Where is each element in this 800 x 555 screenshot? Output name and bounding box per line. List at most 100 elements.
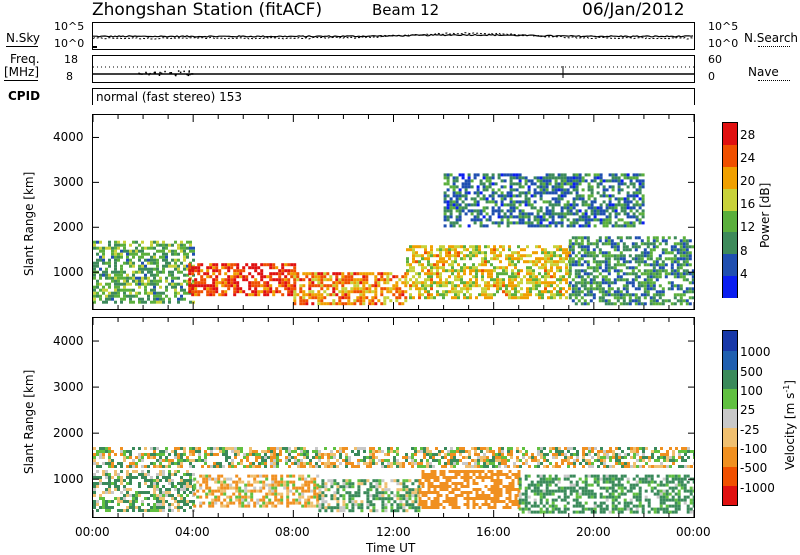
power-cell — [460, 257, 463, 260]
power-cell — [519, 209, 522, 212]
velocity-cell — [609, 465, 612, 468]
power-cell — [153, 277, 156, 280]
power-cell — [251, 284, 254, 287]
power-cell — [362, 281, 365, 284]
power-cell — [594, 179, 597, 182]
power-cell — [683, 293, 686, 296]
power-cell — [206, 284, 209, 287]
power-cell — [474, 191, 477, 194]
velocity-cell — [360, 506, 363, 509]
power-cell — [230, 275, 233, 278]
velocity-cell — [294, 456, 297, 459]
power-cell — [492, 197, 495, 200]
velocity-cell — [220, 502, 223, 505]
velocity-cell — [434, 491, 437, 494]
power-cell — [404, 284, 407, 287]
velocity-cell — [180, 465, 183, 468]
power-cell — [93, 247, 96, 250]
velocity-cell — [123, 497, 126, 500]
power-cell — [614, 266, 617, 269]
power-cell — [537, 218, 540, 221]
velocity-cell — [381, 479, 384, 482]
velocity-cell — [402, 494, 405, 497]
power-cell — [644, 269, 647, 272]
velocity-cell — [198, 447, 201, 450]
power-cell — [516, 194, 519, 197]
power-cell — [453, 206, 456, 209]
velocity-cell — [180, 453, 183, 456]
velocity-cell — [217, 487, 220, 490]
velocity-cell — [268, 484, 271, 487]
power-cell — [650, 275, 653, 278]
velocity-cell — [99, 476, 102, 479]
power-cell — [597, 176, 600, 179]
power-cell — [430, 296, 433, 299]
velocity-cell — [177, 447, 180, 450]
velocity-cell — [99, 465, 102, 468]
power-cell — [671, 281, 674, 284]
power-cell — [683, 242, 686, 245]
velocity-cell — [156, 509, 159, 512]
power-cell — [650, 248, 653, 251]
power-cell — [150, 244, 153, 247]
velocity-cell — [612, 465, 615, 468]
power-cell — [332, 272, 335, 275]
power-cell — [463, 245, 466, 248]
power-cell — [553, 260, 556, 263]
power-cell — [508, 254, 511, 257]
power-cell — [502, 281, 505, 284]
power-cell — [576, 185, 579, 188]
power-cell — [338, 281, 341, 284]
velocity-cell — [618, 456, 621, 459]
power-cell — [117, 253, 120, 256]
velocity-cell — [603, 456, 606, 459]
power-cell — [642, 182, 645, 185]
velocity-cell — [393, 494, 396, 497]
velocity-cell — [624, 453, 627, 456]
power-cell — [194, 266, 197, 269]
power-cell — [624, 182, 627, 185]
power-cell — [499, 278, 502, 281]
power-cell — [594, 197, 597, 200]
power-cell — [581, 275, 584, 278]
power-cell — [632, 242, 635, 245]
velocity-cell — [147, 503, 150, 506]
velocity-cell — [162, 453, 165, 456]
power-cell — [444, 191, 447, 194]
power-cell — [459, 194, 462, 197]
power-cell — [550, 254, 553, 257]
velocity-cell — [366, 497, 369, 500]
power-cell — [686, 287, 689, 290]
power-cell — [644, 284, 647, 287]
velocity-cell — [651, 456, 654, 459]
power-cell — [513, 203, 516, 206]
velocity-cell — [310, 481, 313, 484]
power-cell — [578, 281, 581, 284]
velocity-cell — [318, 491, 321, 494]
power-cell — [153, 253, 156, 256]
power-cell — [659, 242, 662, 245]
freq-scatter-point — [171, 72, 173, 74]
velocity-cell — [243, 453, 246, 456]
velocity-cell — [318, 506, 321, 509]
power-cell — [635, 248, 638, 251]
power-cell — [659, 275, 662, 278]
power-cell — [492, 173, 495, 176]
power-cell — [123, 283, 126, 286]
power-cell — [593, 287, 596, 290]
velocity-cell — [411, 465, 414, 468]
power-cell — [683, 260, 686, 263]
power-cell — [462, 200, 465, 203]
velocity-cell — [387, 488, 390, 491]
power-cell — [147, 259, 150, 262]
velocity-cell — [268, 499, 271, 502]
velocity-cell — [318, 459, 321, 462]
velocity-cell — [294, 462, 297, 465]
power-cell — [517, 251, 520, 254]
power-cell — [409, 278, 412, 281]
power-cell — [568, 251, 571, 254]
velocity-cell — [192, 500, 195, 503]
velocity-cell — [276, 453, 279, 456]
power-cell — [508, 260, 511, 263]
power-cell — [525, 194, 528, 197]
